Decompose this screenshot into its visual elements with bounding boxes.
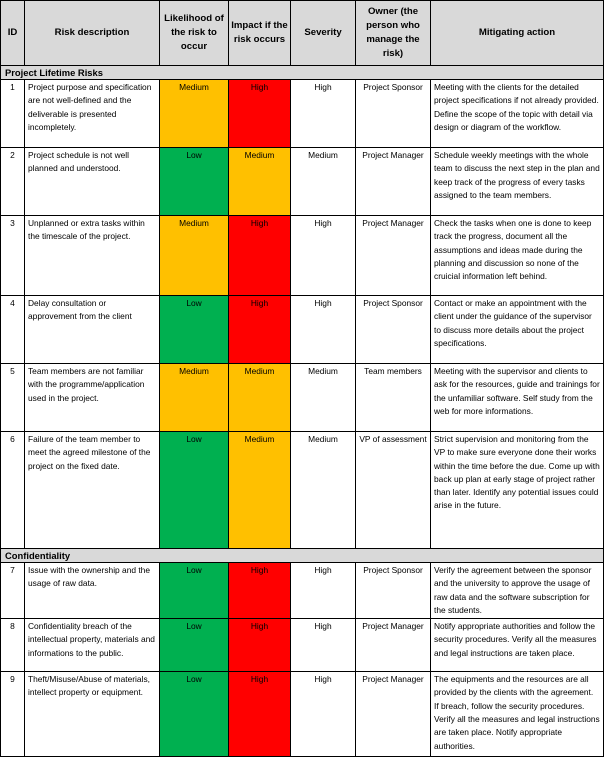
risk-description: Project schedule is not well planned and… xyxy=(24,147,160,216)
risk-id: 9 xyxy=(0,671,25,757)
risk-id: 7 xyxy=(0,561,25,620)
likelihood-rating: Low xyxy=(159,561,229,620)
impact-rating: High xyxy=(228,618,291,673)
mitigating-action: Strict supervision and monitoring from t… xyxy=(430,431,604,549)
risk-id: 8 xyxy=(0,618,25,673)
severity-rating: High xyxy=(290,79,356,148)
section-row: Project Lifetime Risks xyxy=(0,65,604,80)
severity-rating: Medium xyxy=(290,431,356,549)
section-title: Confidentiality xyxy=(0,548,604,563)
risk-description: Confidentiality breach of the intellectu… xyxy=(24,618,160,673)
mitigating-action: Notify appropriate authorities and follo… xyxy=(430,618,604,673)
header-id: ID xyxy=(0,0,25,66)
mitigating-action: Meeting with the clients for the detaile… xyxy=(430,79,604,148)
severity-rating: High xyxy=(290,561,356,620)
table-row: 6 Failure of the team member to meet the … xyxy=(0,431,604,549)
risk-id: 5 xyxy=(0,363,25,432)
header-impact: Impact if the risk occurs xyxy=(228,0,291,66)
table-row: 7 Issue with the ownership and the usage … xyxy=(0,561,604,620)
severity-rating: High xyxy=(290,618,356,673)
risk-description: Project purpose and specification are no… xyxy=(24,79,160,148)
table-row: 9 Theft/Misuse/Abuse of materials, intell… xyxy=(0,671,604,757)
risk-description: Team members are not familiar with the p… xyxy=(24,363,160,432)
likelihood-rating: Medium xyxy=(159,363,229,432)
section-row: Confidentiality xyxy=(0,548,604,563)
header-severity: Severity xyxy=(290,0,356,66)
risk-owner: Project Manager xyxy=(355,618,431,673)
risk-id: 3 xyxy=(0,215,25,296)
likelihood-rating: Medium xyxy=(159,215,229,296)
risk-owner: Project Manager xyxy=(355,147,431,216)
risk-description: Unplanned or extra tasks within the time… xyxy=(24,215,160,296)
impact-rating: Medium xyxy=(228,431,291,549)
table-row: 3 Unplanned or extra tasks within the tim… xyxy=(0,215,604,296)
risk-description: Issue with the ownership and the usage o… xyxy=(24,561,160,620)
severity-rating: Medium xyxy=(290,147,356,216)
severity-rating: High xyxy=(290,671,356,757)
table-body: Project Lifetime Risks 1 Project purpose a… xyxy=(0,65,604,757)
risk-description: Failure of the team member to meet the a… xyxy=(24,431,160,549)
impact-rating: Medium xyxy=(228,363,291,432)
table-row: 2 Project schedule is not well planned an… xyxy=(0,147,604,216)
likelihood-rating: Low xyxy=(159,431,229,549)
header-mitigating-action: Mitigating action xyxy=(430,0,604,66)
impact-rating: High xyxy=(228,79,291,148)
section-title: Project Lifetime Risks xyxy=(0,65,604,80)
impact-rating: High xyxy=(228,561,291,620)
table-row: 1 Project purpose and specification are n… xyxy=(0,79,604,148)
risk-owner: VP of assessment xyxy=(355,431,431,549)
risk-description: Delay consultation or approvement from t… xyxy=(24,295,160,364)
mitigating-action: The equipments and the resources are all… xyxy=(430,671,604,757)
risk-id: 1 xyxy=(0,79,25,148)
mitigating-action: Contact or make an appointment with the … xyxy=(430,295,604,364)
header-likelihood: Likelihood of the risk to occur xyxy=(159,0,229,66)
risk-owner: Project Sponsor xyxy=(355,561,431,620)
risk-id: 4 xyxy=(0,295,25,364)
risk-description: Theft/Misuse/Abuse of materials, intelle… xyxy=(24,671,160,757)
mitigating-action: Schedule weekly meetings with the whole … xyxy=(430,147,604,216)
risk-owner: Team members xyxy=(355,363,431,432)
severity-rating: High xyxy=(290,295,356,364)
likelihood-rating: Low xyxy=(159,295,229,364)
severity-rating: High xyxy=(290,215,356,296)
header-row: ID Risk description Likelihood of the ri… xyxy=(0,0,604,66)
severity-rating: Medium xyxy=(290,363,356,432)
table-row: 4 Delay consultation or approvement from … xyxy=(0,295,604,364)
risk-owner: Project Manager xyxy=(355,671,431,757)
likelihood-rating: Low xyxy=(159,671,229,757)
impact-rating: High xyxy=(228,671,291,757)
risk-owner: Project Manager xyxy=(355,215,431,296)
risk-id: 6 xyxy=(0,431,25,549)
risk-owner: Project Sponsor xyxy=(355,295,431,364)
risk-id: 2 xyxy=(0,147,25,216)
impact-rating: High xyxy=(228,215,291,296)
header-risk-description: Risk description xyxy=(24,0,160,66)
mitigating-action: Meeting with the supervisor and clients … xyxy=(430,363,604,432)
header-owner: Owner (the person who manage the risk) xyxy=(355,0,431,66)
likelihood-rating: Medium xyxy=(159,79,229,148)
table-row: 8 Confidentiality breach of the intellect… xyxy=(0,618,604,673)
risk-owner: Project Sponsor xyxy=(355,79,431,148)
likelihood-rating: Low xyxy=(159,147,229,216)
mitigating-action: Check the tasks when one is done to keep… xyxy=(430,215,604,296)
table-row: 5 Team members are not familiar with the … xyxy=(0,363,604,432)
likelihood-rating: Low xyxy=(159,618,229,673)
mitigating-action: Verify the agreement between the sponsor… xyxy=(430,561,604,620)
impact-rating: Medium xyxy=(228,147,291,216)
impact-rating: High xyxy=(228,295,291,364)
